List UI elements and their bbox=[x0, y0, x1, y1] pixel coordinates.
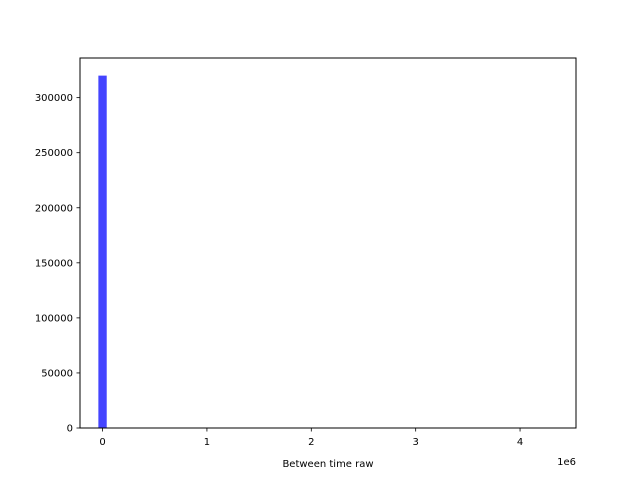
histogram-bar bbox=[98, 75, 107, 428]
x-tick-label: 4 bbox=[517, 437, 523, 448]
y-tick-label: 0 bbox=[67, 424, 73, 435]
x-axis-offset-label: 1e6 bbox=[557, 457, 576, 468]
x-tick-label: 3 bbox=[412, 437, 418, 448]
x-ticks-group: 0 1 2 3 4 bbox=[99, 428, 523, 448]
y-tick-label: 250000 bbox=[35, 148, 73, 159]
x-tick-label: 2 bbox=[308, 437, 314, 448]
y-tick-label: 50000 bbox=[41, 368, 73, 379]
bars-group bbox=[98, 75, 107, 428]
x-axis-label: Between time raw bbox=[282, 459, 373, 470]
y-tick-label: 300000 bbox=[35, 93, 73, 104]
plot-frame bbox=[79, 57, 577, 429]
x-tick-label: 1 bbox=[204, 437, 210, 448]
y-tick-label: 200000 bbox=[35, 203, 73, 214]
y-tick-label: 150000 bbox=[35, 258, 73, 269]
y-tick-label: 100000 bbox=[35, 313, 73, 324]
x-tick-label: 0 bbox=[99, 437, 105, 448]
y-ticks-group: 0 50000 100000 150000 200000 250000 300000 bbox=[35, 93, 80, 435]
